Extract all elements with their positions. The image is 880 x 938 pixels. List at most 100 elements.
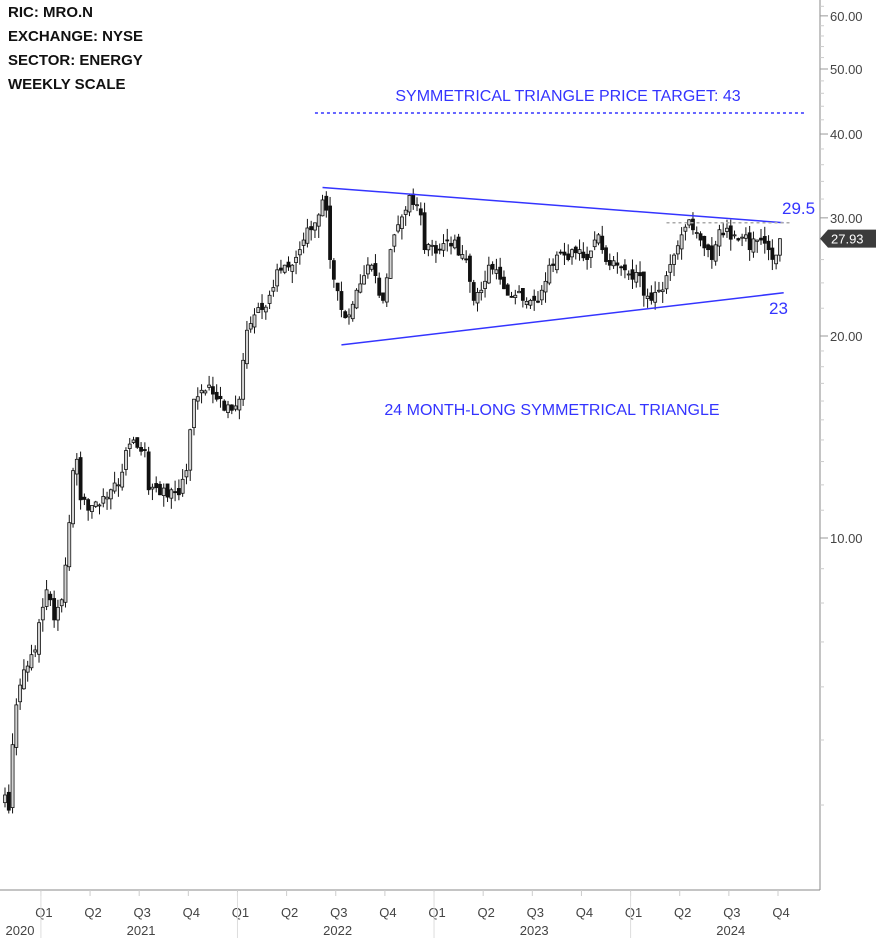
candle	[241, 352, 246, 406]
candle	[203, 389, 208, 396]
candle-body-up	[679, 234, 684, 250]
candle	[592, 231, 597, 251]
candle	[29, 644, 34, 671]
candle-body-up	[396, 224, 401, 232]
quarter-label: Q4	[576, 905, 593, 920]
candle	[774, 254, 779, 270]
candle-body-down	[48, 593, 53, 601]
candle-body-up	[271, 287, 276, 292]
candle	[456, 233, 461, 256]
candle	[112, 471, 117, 494]
candle-body-up	[241, 359, 246, 400]
candle-body-down	[638, 272, 642, 277]
candle-body-up	[256, 307, 261, 313]
candle	[173, 480, 178, 502]
candle	[619, 265, 624, 276]
last-price-tag	[820, 229, 876, 248]
candle	[441, 234, 446, 257]
candle-body-up	[67, 522, 72, 568]
candle-body-down	[437, 248, 442, 251]
candle	[430, 239, 435, 256]
candle-body-down	[373, 263, 378, 276]
candle	[275, 263, 280, 292]
candle	[142, 442, 147, 458]
quarter-label: Q1	[428, 905, 445, 920]
candle-body-up	[313, 222, 317, 231]
candle-body-up	[725, 227, 729, 232]
candle-body-up	[713, 244, 718, 262]
quarter-label: Q3	[723, 905, 740, 920]
candle	[740, 233, 744, 247]
candle	[52, 590, 57, 628]
candle-body-down	[381, 292, 385, 301]
candle	[377, 272, 382, 298]
candle-body-up	[18, 684, 23, 703]
candle	[71, 467, 75, 528]
candle-body-up	[354, 289, 359, 309]
candles-group	[3, 188, 782, 814]
candle-body-up	[634, 271, 639, 283]
candle-body-up	[3, 794, 7, 804]
candle-body-down	[82, 496, 87, 500]
candle	[392, 233, 397, 253]
candle	[732, 230, 737, 239]
candle-body-down	[165, 483, 170, 498]
candle	[502, 270, 506, 290]
candle-body-up	[403, 209, 408, 215]
candle-body-down	[709, 245, 714, 260]
candle-body-up	[694, 232, 699, 234]
candle	[694, 226, 699, 239]
candle	[127, 438, 132, 457]
candle	[279, 259, 283, 274]
candle-body-down	[176, 488, 181, 496]
candle-body-down	[702, 235, 707, 249]
candle	[604, 245, 608, 265]
lower-level-label: 23	[769, 299, 788, 318]
candle-body-down	[630, 269, 635, 280]
candle-body-up	[664, 275, 669, 290]
candle-body-down	[279, 267, 283, 271]
candle	[256, 302, 261, 314]
candle	[86, 498, 91, 521]
candle	[517, 285, 521, 294]
candle	[585, 246, 590, 270]
candle	[139, 442, 143, 456]
candle	[10, 733, 15, 814]
last-price-label: 27.93	[831, 232, 864, 247]
candle	[702, 235, 707, 257]
candle	[184, 463, 189, 485]
candle-body-down	[142, 449, 147, 451]
candle-body-down	[222, 400, 227, 411]
candle	[161, 483, 166, 507]
candle-body-down	[520, 288, 525, 301]
candle	[18, 678, 23, 710]
candle	[108, 488, 113, 510]
candle	[524, 297, 529, 309]
candle-body-down	[422, 212, 427, 251]
candle	[354, 288, 359, 310]
candle-body-up	[362, 275, 367, 285]
candle-body-up	[105, 496, 109, 500]
candle	[199, 384, 204, 404]
candle-body-down	[339, 291, 344, 310]
target-annotation: SYMMETRICAL TRIANGLE PRICE TARGET: 43	[395, 88, 740, 105]
candle-body-up	[93, 501, 98, 507]
candle-body-down	[464, 258, 469, 261]
candle-body-down	[135, 437, 140, 448]
quarter-label: Q4	[772, 905, 789, 920]
candle	[237, 396, 242, 420]
candle-body-up	[320, 199, 325, 217]
candle	[358, 274, 363, 294]
candle	[543, 272, 548, 303]
y-tick-label: 60.00	[830, 9, 863, 24]
candle-body-up	[108, 489, 113, 500]
candle	[759, 229, 763, 245]
candle	[176, 479, 181, 501]
candle-body-down	[335, 282, 340, 292]
candle-body-up	[112, 482, 117, 492]
candle	[551, 258, 555, 273]
candle-body-up	[660, 289, 665, 293]
candle-body-up	[124, 450, 128, 470]
candle	[290, 264, 295, 284]
candle	[188, 428, 193, 481]
